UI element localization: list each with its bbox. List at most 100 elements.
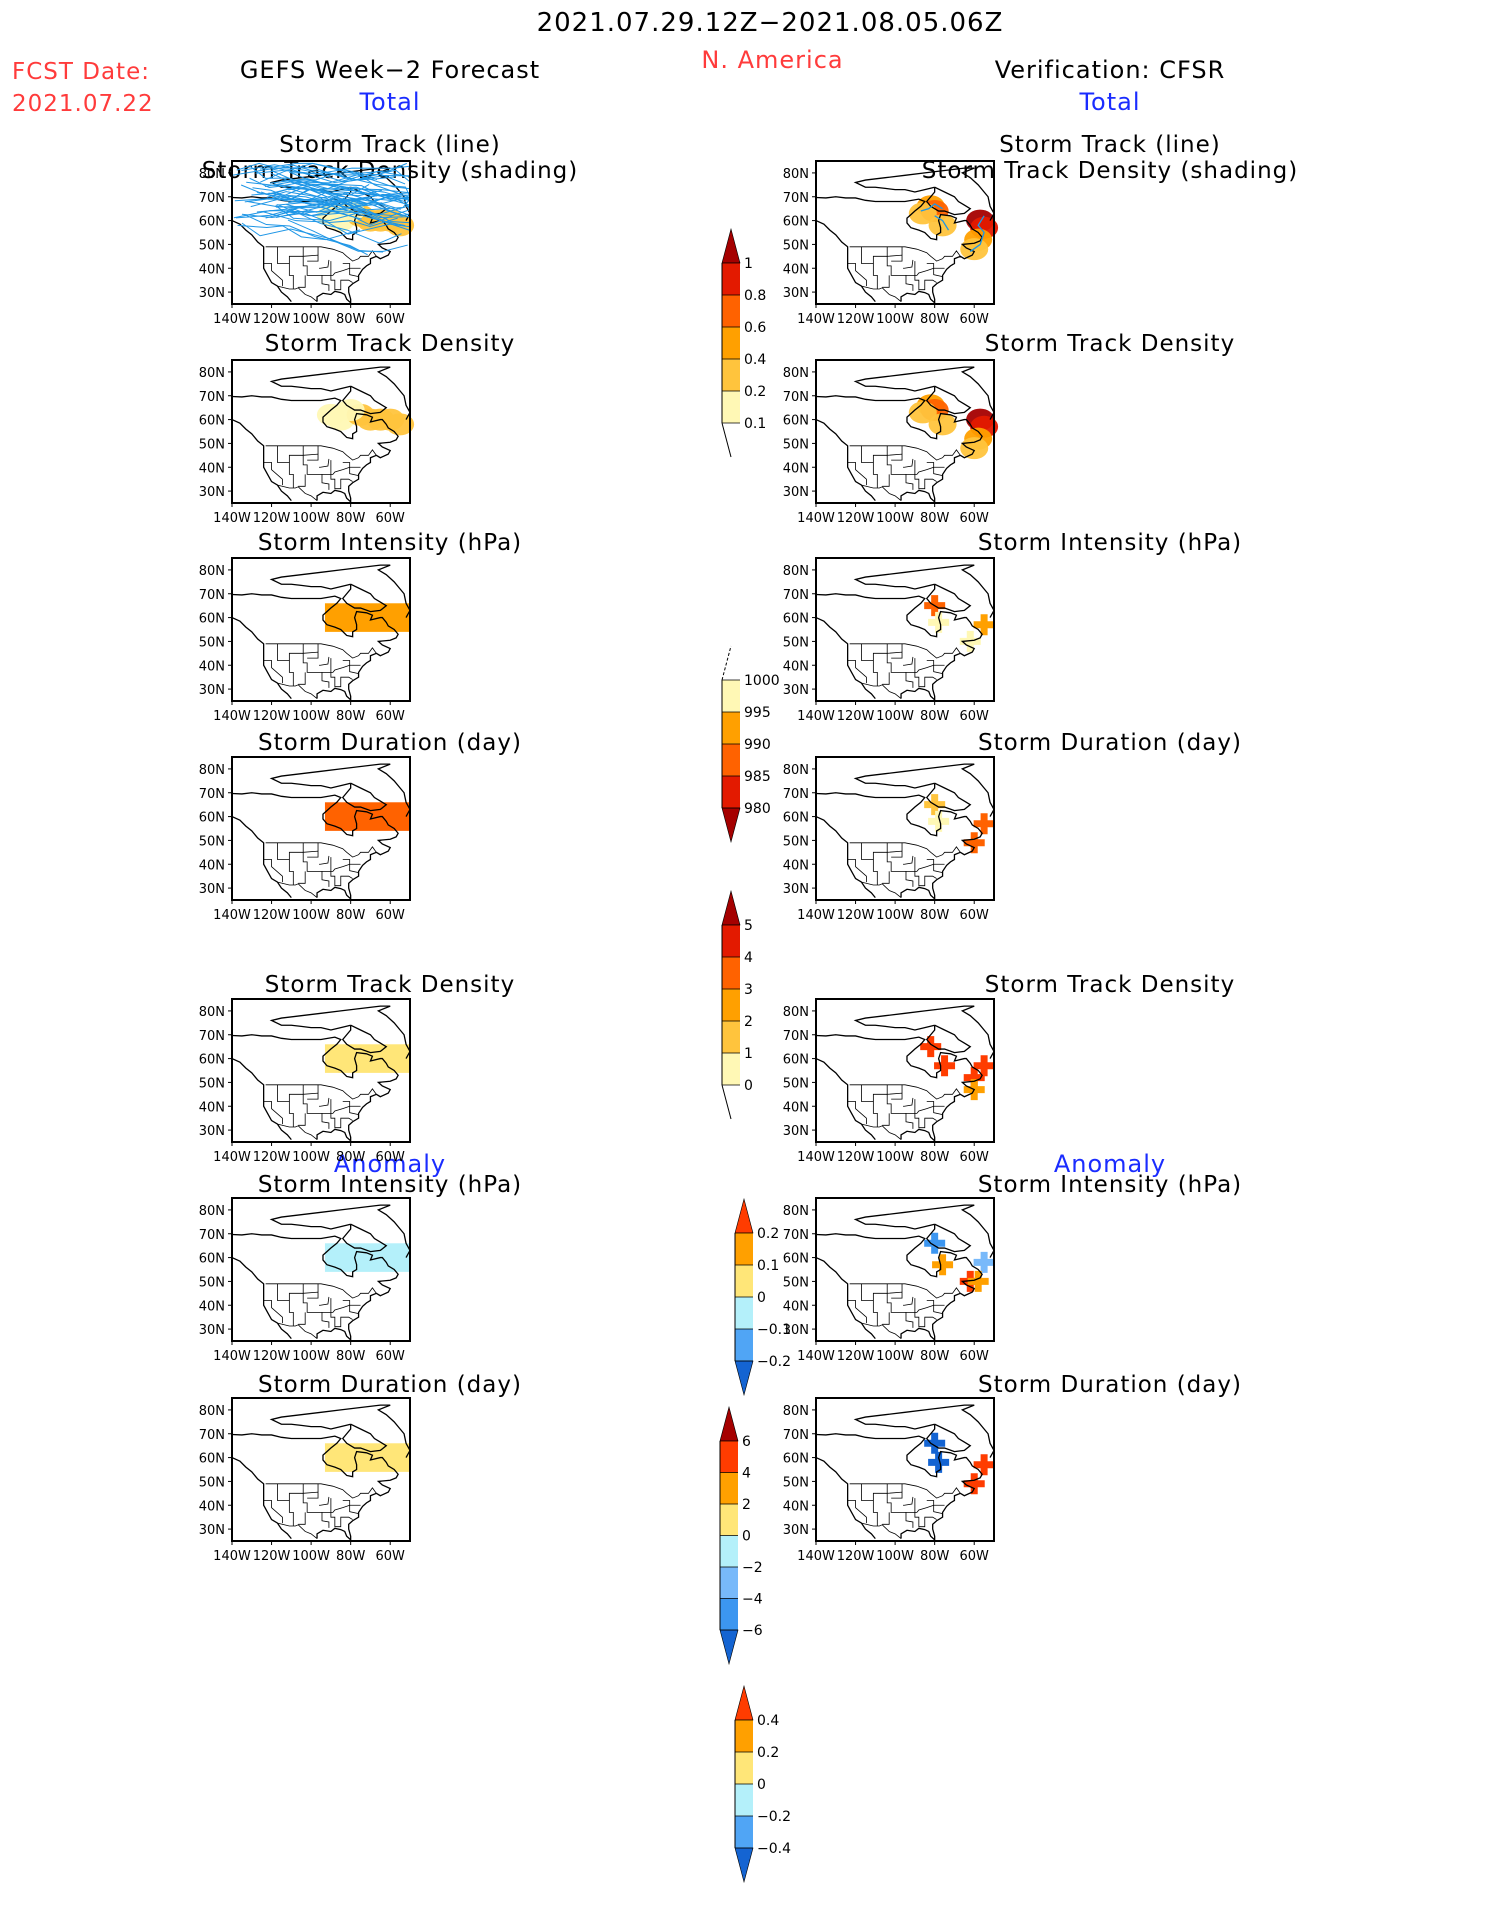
colorbar-segment [722,744,740,776]
y-tick-label: 30N [783,485,809,500]
x-tick-label: 120W [253,908,291,923]
colorbar-tick-label: 1 [744,1046,753,1062]
coastline [853,366,975,392]
storm-track-line [246,181,409,216]
cfsr-duration-anom-coastlines [815,1404,995,1542]
state-border [903,656,914,666]
y-tick-label: 70N [199,390,225,405]
state-border [302,445,319,461]
state-border [926,859,943,873]
y-tick-label: 60N [783,414,809,429]
y-tick-label: 70N [783,1428,809,1443]
colorbar-density: 1 0.8 0.6 0.4 0.2 0.1 [721,227,766,458]
coastline [231,815,292,899]
grid-cell [924,1432,946,1454]
gefs-duration-map: 80N 70N 60N 50N 40N 30N 140W 120W 100W 80W 60W [199,756,411,923]
state-border [882,1312,890,1325]
colorbar-tick-label: 0.4 [757,1713,779,1729]
x-tick-label: 60W [960,709,990,724]
state-border [861,643,914,688]
y-tick-label: 60N [783,1053,809,1068]
colorbar-segment [720,1567,738,1599]
map-frame [815,998,995,1143]
colorbar-segment [722,776,740,808]
state-border [330,658,353,688]
state-border [330,1099,353,1129]
storm-track-line [288,186,411,224]
cfsr-intensity-anom-borders [847,1283,961,1339]
x-tick-label: 80W [920,1549,950,1564]
grid-cell [924,1232,946,1254]
x-tick-label: 140W [797,1349,835,1364]
storm-track-line [286,204,409,216]
cfsr-track-map: 80N 70N 60N 50N 40N 30N 140W 120W 100W 80W 60W [783,160,999,327]
y-tick-label: 80N [783,167,809,182]
coastline [269,1404,391,1430]
state-border [302,1283,319,1299]
gefs-duration-anom-borders [263,1483,377,1539]
state-border [330,460,353,490]
colorbar-tick-label: 6 [742,1434,751,1450]
coastline [815,616,876,700]
map-frame [231,1397,411,1542]
state-border [277,1123,318,1140]
coastline [341,1223,388,1253]
coastline [376,1404,411,1458]
state-border [847,462,867,486]
coastline [925,385,972,415]
x-tick-label: 100W [876,312,914,327]
colorbar-duration: 5 4 3 2 1 0 [721,889,753,1120]
state-border [265,1084,377,1100]
coastline [815,1034,983,1143]
state-border [298,1113,306,1126]
state-border [926,660,943,674]
state-border [872,462,878,488]
gefs-track-borders [263,246,377,302]
left-anomaly-label: Anomaly [333,1150,447,1178]
y-tick-label: 30N [199,1124,225,1139]
state-border [882,474,890,487]
colorbar-duration-anom: 0.4 0.2 0 −0.2 −0.4 [734,1684,791,1884]
state-border [265,643,377,659]
state-border [872,263,878,289]
colorbar-segment [720,1504,738,1536]
grid-cell [963,1473,985,1495]
state-border [849,842,961,858]
x-tick-label: 100W [876,1549,914,1564]
coastline [231,1456,292,1540]
y-tick-label: 80N [783,1204,809,1219]
date-range-title: 2021.07.29.12Z−2021.08.05.06Z [536,8,1004,38]
state-border [265,246,377,262]
x-tick-label: 60W [376,709,406,724]
state-border [926,263,943,277]
colorbar-tick-label: 0.6 [744,320,766,336]
x-tick-label: 100W [876,511,914,526]
coastline [269,1204,391,1230]
state-border [861,285,902,302]
x-tick-label: 60W [376,908,406,923]
density-blob [908,401,937,424]
state-border [319,458,330,468]
coastline [853,167,975,193]
storm-track-line [237,224,361,241]
state-border [263,859,283,883]
colorbar-segment [722,263,740,295]
state-border [263,462,283,486]
coastline [925,782,972,812]
coastline [376,564,411,618]
state-border [914,1099,937,1129]
colorbar-density-anom: 0.2 0.1 0 −0.1 −0.2 [734,1197,791,1397]
shaded-region [324,1044,410,1073]
state-border [265,842,377,858]
gefs-intensity-anom-borders [263,1283,377,1339]
grid-cell [973,1055,995,1077]
coastline [269,1005,391,1031]
grid-cell [928,810,950,832]
state-border [302,842,319,858]
coastline [925,1223,972,1253]
y-tick-label: 80N [783,366,809,381]
cfsr-density-coastlines [815,366,995,504]
y-tick-label: 50N [199,834,225,849]
colorbar-intensity: 1000 995 990 985 980 [721,645,780,844]
colorbar-segment [722,1053,740,1085]
